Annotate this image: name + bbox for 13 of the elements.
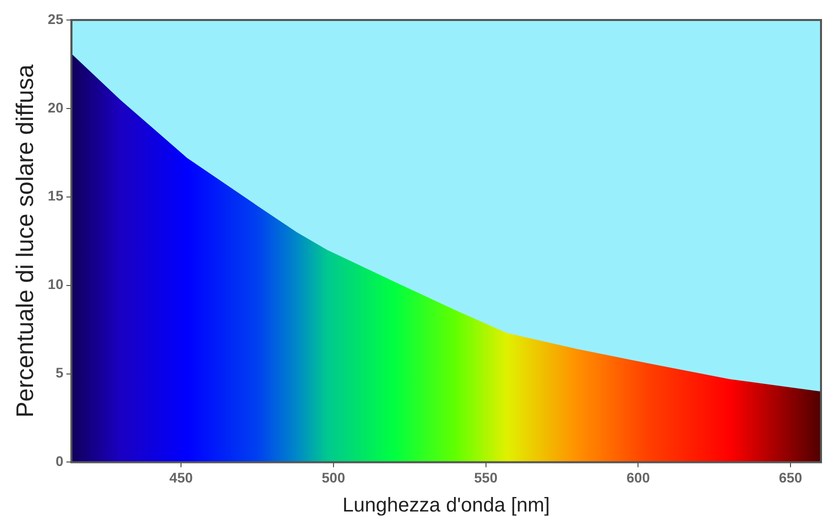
y-tick-label: 20 xyxy=(48,99,64,116)
x-tick-label: 550 xyxy=(474,469,498,486)
y-tick-label: 25 xyxy=(48,10,64,27)
y-tick-label: 10 xyxy=(48,276,64,292)
x-tick-label: 600 xyxy=(626,469,650,486)
y-axis-title: Percentuale di luce solare diffusa xyxy=(12,64,40,418)
y-tick-label: 0 xyxy=(56,453,64,470)
x-tick-label: 650 xyxy=(778,469,802,486)
x-tick-label: 450 xyxy=(169,469,193,486)
y-tick-label: 15 xyxy=(48,188,64,204)
x-axis-title: Lunghezza d'onda [nm] xyxy=(342,494,550,517)
y-tick-label: 5 xyxy=(56,364,64,381)
x-tick-label: 500 xyxy=(322,469,346,486)
